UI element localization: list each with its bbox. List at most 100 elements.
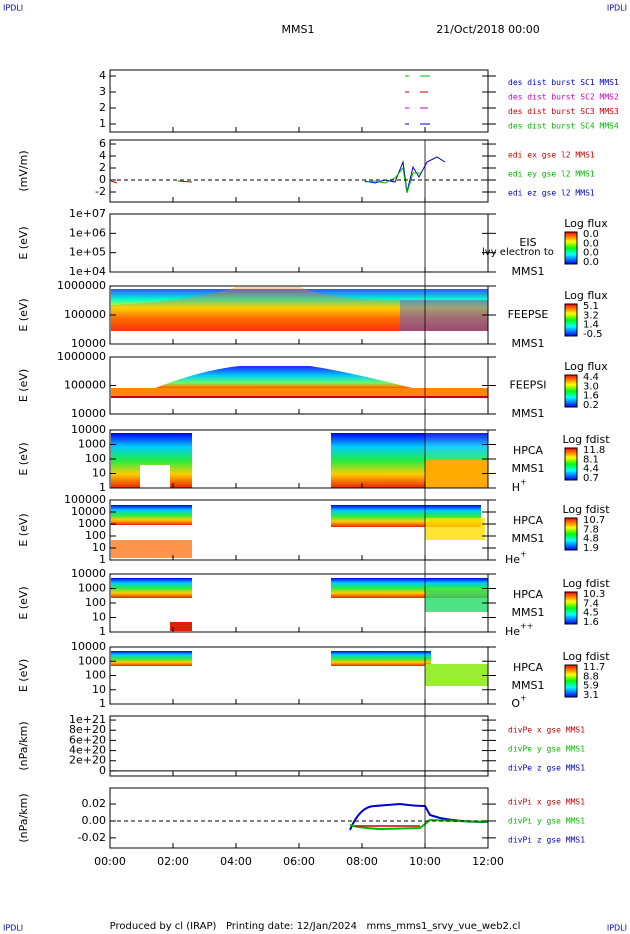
- y-tick-label: 2: [99, 161, 106, 174]
- spacecraft-label: MMS1: [512, 265, 545, 278]
- spacecraft-label: MMS1: [512, 606, 545, 619]
- colorbar-tick-label: 1.6: [583, 617, 599, 628]
- species-name: He: [505, 553, 520, 566]
- legend-entry: divPi y gse MMS1: [508, 817, 585, 826]
- x-tick-label: 02:00: [157, 855, 189, 868]
- colorbar-tick-label: 11.7: [583, 662, 605, 673]
- legend-entry: divPe x gse MMS1: [508, 726, 585, 735]
- instrument-label: HPCA: [513, 661, 544, 674]
- colorbar: [564, 591, 578, 625]
- y-tick-label: 10000: [71, 407, 106, 420]
- colorbar-tick-label: 5.9: [583, 681, 599, 692]
- y-tick-label: 1: [99, 481, 106, 494]
- y-axis-label: E (eV): [17, 659, 30, 692]
- y-tick-label: -0.02: [78, 831, 106, 844]
- y-tick-label: 100: [85, 452, 106, 465]
- species-charge: +: [520, 550, 527, 559]
- y-tick-label: 2: [99, 101, 106, 114]
- legend-entry: divPi z gse MMS1: [508, 836, 585, 845]
- x-tick-label: 10:00: [409, 855, 441, 868]
- y-tick-label: 10: [92, 541, 106, 554]
- y-tick-label: 1000: [78, 582, 106, 595]
- y-axis-label: E (eV): [17, 586, 30, 619]
- y-tick-label: 10: [92, 611, 106, 624]
- colorbar-tick-label: 7.4: [583, 598, 599, 609]
- colorbar: [564, 303, 578, 337]
- instrument-label: HPCA: [513, 514, 544, 527]
- colorbar-tick-label: 4.8: [583, 534, 599, 545]
- species-charge: ++: [520, 622, 533, 631]
- mission: MMS1: [282, 23, 315, 36]
- y-tick-label: 0: [99, 173, 106, 186]
- corner-label: IPDLI: [607, 4, 627, 13]
- colorbar-title: Log fdist: [562, 577, 610, 590]
- spacecraft-label: MMS1: [512, 337, 545, 350]
- species-charge: +: [520, 694, 527, 703]
- y-tick-label: 100: [85, 596, 106, 609]
- y-tick-label: 0: [99, 764, 106, 777]
- y-tick-label: 10000: [71, 640, 106, 653]
- colorbar-tick-label: 11.8: [583, 445, 605, 456]
- colorbar-tick-label: 0.0: [583, 257, 599, 268]
- legend-entry: divPi x gse MMS1: [508, 798, 585, 807]
- spacecraft-label: MMS1: [512, 407, 545, 420]
- y-tick-label: 1: [99, 625, 106, 638]
- y-tick-label: 10: [92, 683, 106, 696]
- colorbar: [564, 447, 578, 481]
- legend-entry: des dist burst SC3 MMS3: [508, 107, 619, 116]
- note: lvy electron to: [482, 247, 554, 258]
- y-tick-label: 10000: [71, 423, 106, 436]
- y-tick-label: 1e+07: [69, 207, 106, 220]
- colorbar-title: Log fdist: [562, 433, 610, 446]
- legend-entry: edi ey gse l2 MMS1: [508, 170, 595, 179]
- colorbar-tick-label: 1.9: [583, 543, 599, 554]
- colorbar-tick-label: 10.7: [583, 515, 605, 526]
- colorbar-tick-label: 1.4: [583, 320, 599, 331]
- x-tick-label: 12:00: [472, 855, 504, 868]
- y-tick-label: 1: [99, 553, 106, 566]
- footer-text: Produced by cl (IRAP) Printing date: 12/…: [110, 921, 521, 932]
- y-tick-label: 0.00: [82, 814, 107, 827]
- panel-frame: [109, 69, 489, 133]
- species-name: O: [511, 697, 520, 710]
- instrument-label: FEEPSE: [508, 308, 549, 321]
- panel-frame: [109, 715, 489, 777]
- instrument-label: HPCA: [513, 444, 544, 457]
- legend-entry: des dist burst SC2 MMS2: [508, 92, 619, 101]
- colorbar-tick-label: 3.0: [583, 381, 599, 392]
- colorbar-tick-label: 8.1: [583, 454, 599, 465]
- colorbar-title: Log flux: [564, 289, 608, 302]
- spacecraft-label: MMS1: [512, 532, 545, 545]
- colorbar-title: Log flux: [564, 217, 608, 230]
- y-tick-label: 1e+21: [69, 713, 106, 726]
- y-axis-label: (nPa/km): [17, 721, 30, 770]
- y-tick-label: 3: [99, 85, 106, 98]
- instrument-label: HPCA: [513, 588, 544, 601]
- instrument-label: FEEPSI: [509, 379, 546, 392]
- y-tick-label: 0.02: [82, 797, 107, 810]
- y-tick-label: 10000: [71, 567, 106, 580]
- y-tick-label: 100: [85, 529, 106, 542]
- y-tick-label: 1000: [78, 654, 106, 667]
- corner-label: IPDLI: [3, 4, 23, 13]
- trace: [110, 75, 489, 831]
- y-tick-label: 4e+20: [69, 744, 106, 757]
- y-tick-label: 1e+04: [69, 265, 106, 278]
- species-charge: +: [520, 478, 527, 487]
- y-tick-label: 100000: [64, 308, 106, 321]
- colorbar-title: Log flux: [564, 360, 608, 373]
- y-tick-label: 100000: [64, 493, 106, 506]
- spacecraft-label: MMS1: [512, 679, 545, 692]
- y-axis-label: E (eV): [17, 369, 30, 402]
- species-name: He: [505, 625, 520, 638]
- y-tick-label: 1000: [78, 517, 106, 530]
- y-tick-label: 1e+06: [69, 226, 106, 239]
- x-tick-label: 08:00: [346, 855, 378, 868]
- colorbar: [564, 374, 578, 408]
- y-tick-label: 100000: [64, 379, 106, 392]
- x-tick-label: 04:00: [220, 855, 252, 868]
- y-tick-label: 2e+20: [69, 754, 106, 767]
- colorbar-tick-label: 4.4: [583, 464, 599, 475]
- y-axis-label: E (eV): [17, 442, 30, 475]
- colorbar-tick-label: 1.6: [583, 391, 599, 402]
